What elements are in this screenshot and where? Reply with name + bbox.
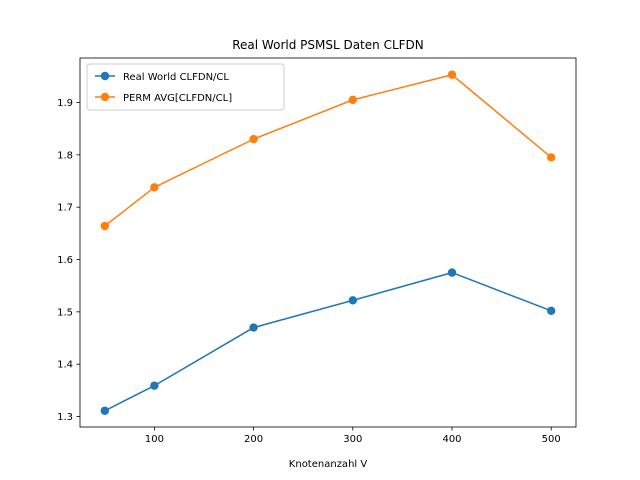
series-1-point [547,306,556,315]
x-tick-label: 400 [442,434,461,445]
legend-swatch-marker [100,92,110,102]
series-line-1 [104,271,552,412]
y-tick-label: 1.8 [57,150,73,161]
legend-label: Real World CLFDN/CL [123,72,229,83]
series-1-point [447,268,457,277]
x-tick-label: 100 [145,434,164,445]
series-2-point [447,70,457,79]
legend-label: PERM AVG[CLFDN/CL] [123,93,232,104]
legend-swatch-marker [100,71,110,81]
series-2-point [249,134,258,144]
series-2-point [348,95,357,105]
y-tick-label: 1.6 [57,255,73,266]
series-1-point [348,296,357,305]
series-2-point [547,153,556,162]
series-2-point [150,183,159,192]
x-tick-label: 500 [542,434,561,445]
y-tick-label: 1.4 [57,360,73,371]
y-tick-label: 1.7 [57,203,73,214]
series-1-point [150,381,159,390]
series-1-point [100,406,110,415]
x-tick-label: 300 [343,434,362,445]
series-line-2 [104,74,552,227]
axes-layer: 100 200 300 400 500 1.3 1.4 1.5 1.6 1.7 1.8 1.9 [57,57,577,445]
legend-box [86,63,285,111]
series-2-point [100,221,110,231]
x-axis-label: Knotenanzahl V [289,459,368,470]
y-tick-label: 1.3 [57,412,73,423]
plot-frame [79,57,577,428]
chart-title: Real World PSMSL Daten CLFDN [232,38,424,52]
y-tick-label: 1.5 [57,307,73,318]
x-tick-label: 200 [244,434,263,445]
y-tick-label: 1.9 [57,98,73,109]
legend: Real World CLFDN/CL PERM AVG[CLFDN/CL] [86,63,285,111]
series-layer [100,70,556,415]
series-1-point [249,323,258,332]
